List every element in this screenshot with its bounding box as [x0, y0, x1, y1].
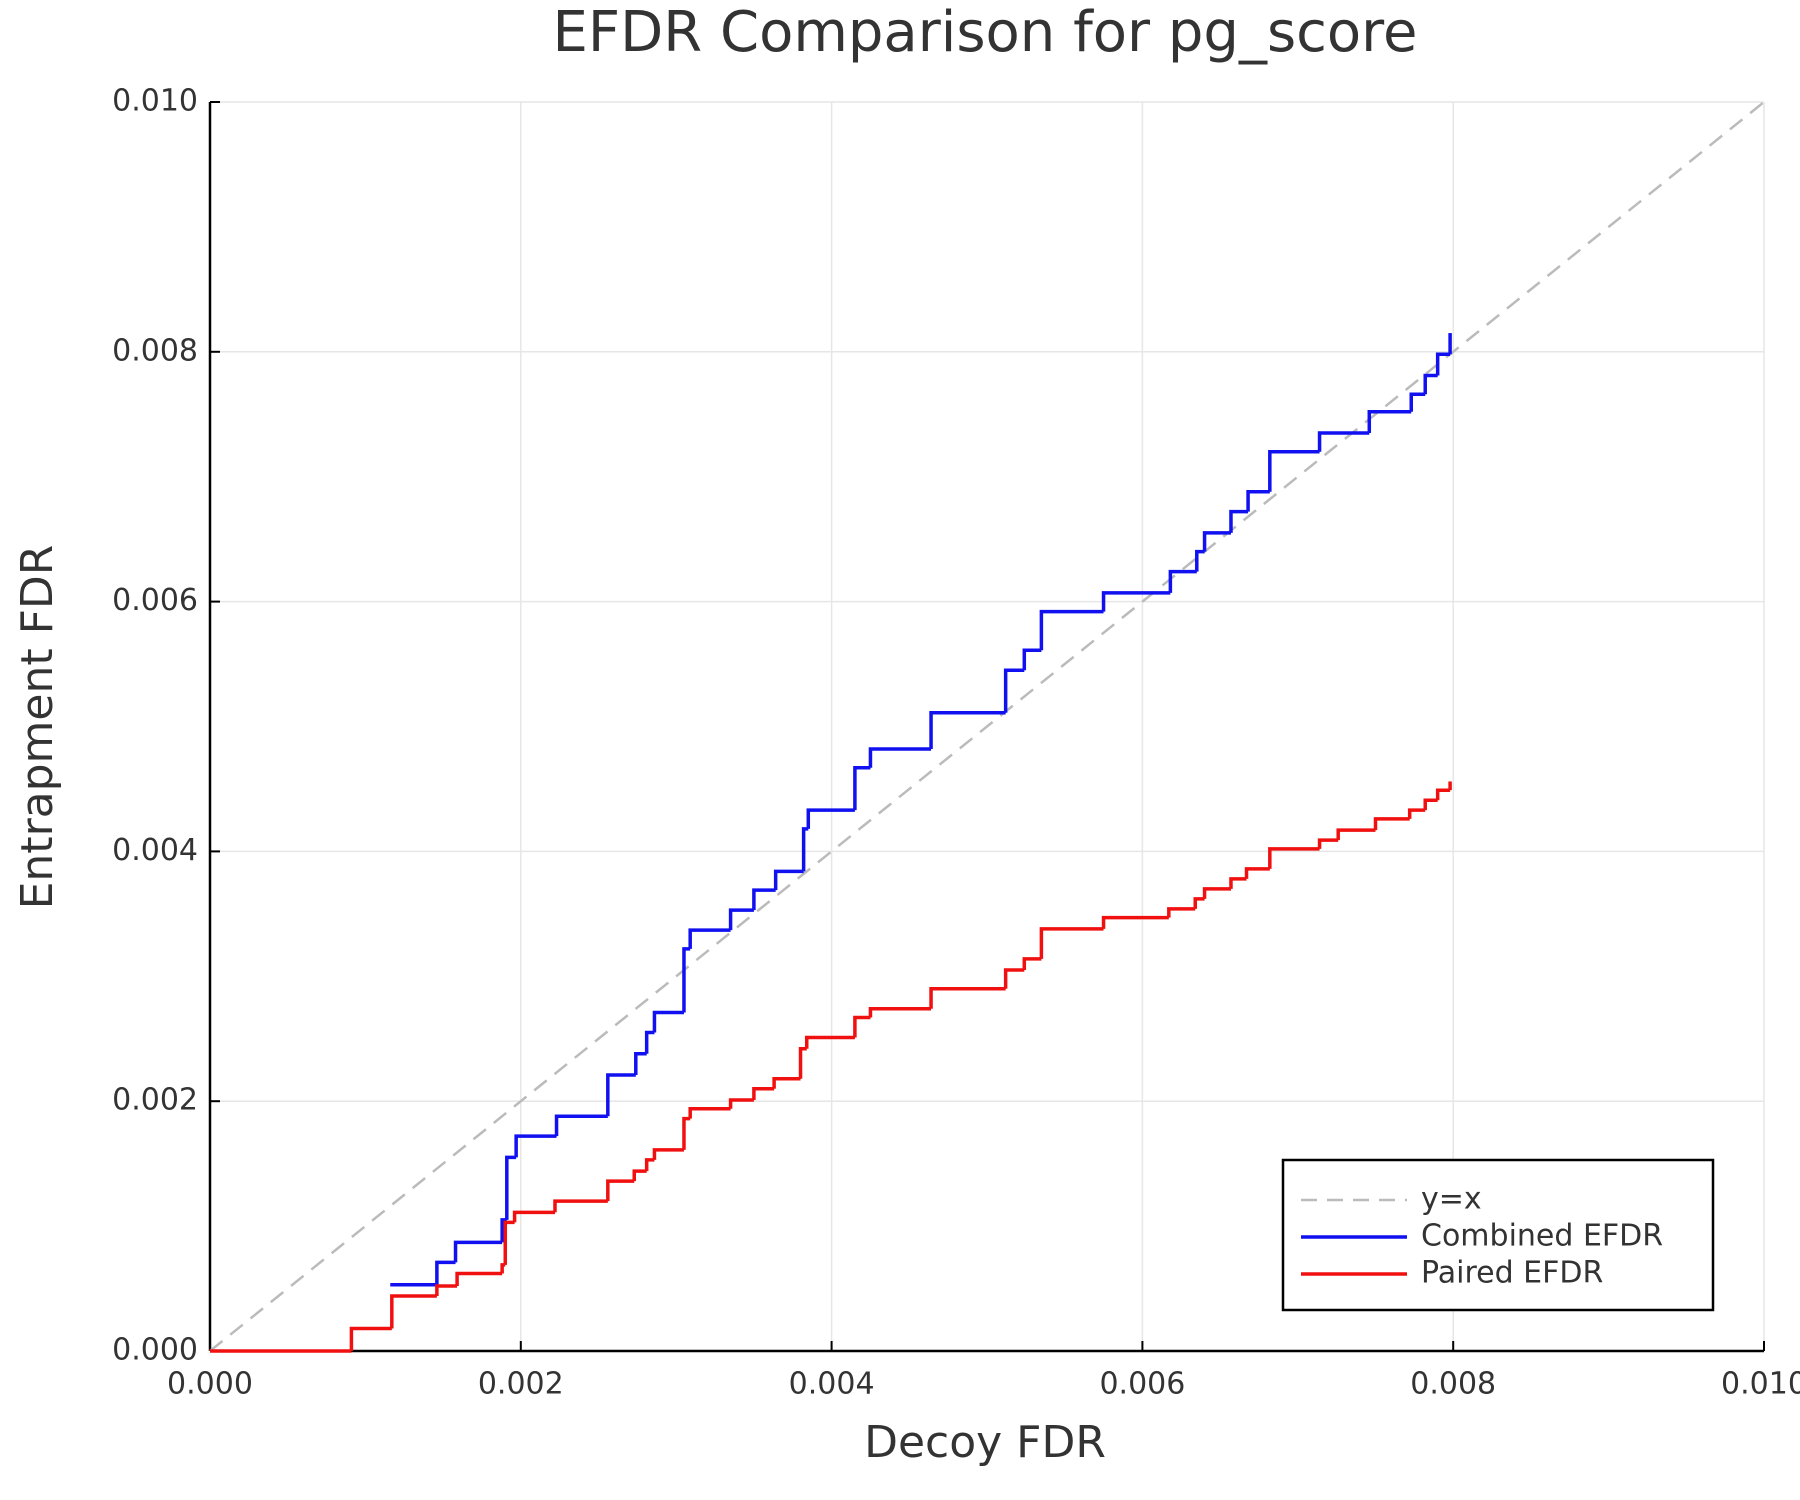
line-step	[728, 1098, 754, 1109]
line-step	[652, 1010, 684, 1033]
line-step	[1202, 531, 1231, 552]
line-step	[390, 1294, 437, 1329]
line-step	[1367, 410, 1412, 433]
line-step	[688, 1106, 731, 1119]
legend-box	[1281, 1158, 1715, 1312]
y-tick-label: 0.004	[112, 833, 198, 868]
line-step	[728, 908, 754, 931]
y-tick-label: 0.010	[112, 84, 198, 119]
line-step	[868, 1007, 932, 1018]
line-step	[804, 1035, 855, 1049]
line-step	[632, 1169, 647, 1182]
line-step	[868, 747, 932, 768]
x-tick-label: 0.000	[167, 1367, 253, 1402]
line-step	[853, 765, 871, 811]
line-step	[652, 1148, 684, 1160]
line-step	[773, 869, 804, 891]
y-axis-label: Entrapment FDR	[12, 545, 63, 910]
line-step	[752, 888, 776, 911]
line-step	[1039, 609, 1104, 651]
line-step	[1039, 927, 1104, 959]
line-step	[1195, 549, 1205, 572]
x-tick-label: 0.006	[1099, 1367, 1185, 1402]
line-step	[1409, 392, 1426, 412]
line-step	[606, 1073, 636, 1117]
y-tick-label: 0.000	[112, 1333, 198, 1368]
line-step	[1373, 817, 1410, 831]
line-step	[1101, 591, 1171, 612]
line-step	[553, 1199, 608, 1213]
line-step	[435, 1260, 456, 1285]
line-step	[1229, 509, 1249, 533]
line-step	[682, 947, 691, 1013]
line-step	[1022, 648, 1042, 671]
y-tick-label: 0.002	[112, 1083, 198, 1118]
chart-title: EFDR Comparison for pg_score	[553, 0, 1418, 65]
legend-label: Combined EFDR	[1421, 1219, 1663, 1254]
line-step	[929, 711, 1006, 749]
line-step	[512, 1210, 555, 1223]
line-step	[1423, 373, 1438, 395]
x-tick-label: 0.004	[789, 1367, 875, 1402]
line-step	[349, 1326, 392, 1351]
line-step	[798, 1046, 807, 1079]
line-step	[772, 1076, 801, 1089]
x-tick-label: 0.010	[1721, 1367, 1800, 1402]
line-step	[1246, 489, 1270, 512]
line-step	[500, 1263, 506, 1274]
line-step	[1244, 867, 1270, 879]
line-step	[1407, 808, 1426, 819]
line-step	[453, 1240, 503, 1263]
line-step	[1317, 838, 1339, 849]
line-step	[1435, 788, 1451, 801]
line-step	[1317, 431, 1370, 452]
line-step	[554, 1114, 608, 1137]
line-step	[606, 1179, 635, 1202]
x-axis-label: Decoy FDR	[864, 1417, 1106, 1468]
line-step	[682, 1116, 691, 1150]
line-step	[644, 1158, 655, 1172]
line-step	[1003, 968, 1025, 989]
line-step	[1268, 847, 1320, 869]
line-step	[929, 987, 1006, 1009]
line-step	[1167, 907, 1196, 918]
line-step	[1022, 957, 1042, 971]
line-step	[1229, 877, 1247, 889]
line-step	[1268, 449, 1320, 492]
line-step	[634, 1051, 647, 1075]
y-tick-label: 0.006	[112, 583, 198, 618]
line-step	[514, 1134, 557, 1158]
line-step	[801, 827, 809, 872]
line-step	[1003, 668, 1025, 713]
line-step	[505, 1155, 517, 1220]
line	[209, 101, 1765, 1352]
line-step	[1435, 352, 1451, 376]
line-step	[688, 928, 731, 949]
line-step	[503, 1220, 515, 1265]
x-tick-label: 0.002	[478, 1367, 564, 1402]
line-step	[1168, 569, 1197, 593]
line-step	[806, 808, 855, 829]
line-step	[1193, 897, 1205, 909]
line-step	[455, 1271, 503, 1287]
line-step	[1423, 798, 1438, 811]
line-step	[435, 1284, 458, 1297]
line-step	[1336, 828, 1376, 841]
line-step	[1202, 887, 1231, 899]
y-tick-label: 0.008	[112, 333, 198, 368]
x-tick-label: 0.008	[1410, 1367, 1496, 1402]
legend-label: y=x	[1421, 1182, 1482, 1217]
line-step	[752, 1086, 775, 1100]
legend-label: Paired EFDR	[1421, 1256, 1603, 1291]
line-step	[1101, 915, 1169, 929]
line-step	[853, 1015, 871, 1038]
line-step	[644, 1030, 655, 1054]
